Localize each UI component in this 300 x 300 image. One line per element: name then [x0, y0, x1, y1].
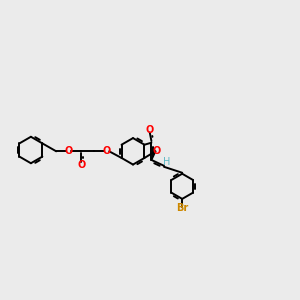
Text: O: O: [146, 125, 154, 135]
Text: O: O: [77, 160, 86, 170]
Text: O: O: [65, 146, 73, 156]
Text: Br: Br: [176, 203, 188, 213]
Text: O: O: [153, 146, 161, 156]
Text: O: O: [102, 146, 111, 156]
Text: H: H: [163, 157, 170, 167]
